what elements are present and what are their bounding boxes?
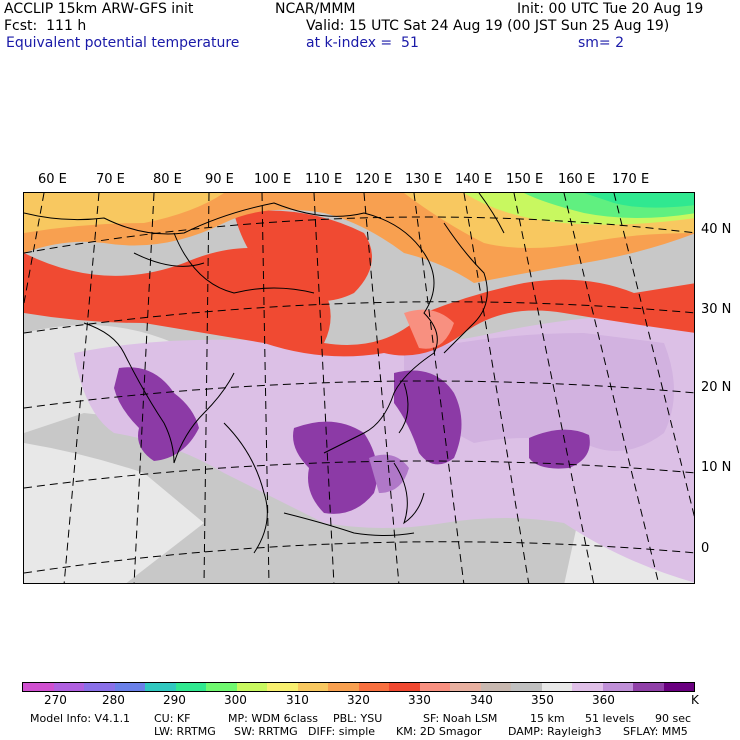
map-gridlines — [24, 193, 694, 583]
colorbar-swatch — [541, 683, 572, 691]
colorbar-swatch — [53, 683, 84, 691]
lon-label: 60 E — [38, 172, 67, 187]
footer-pbl: PBL: YSU — [333, 712, 383, 725]
footer-damp: DAMP: Rayleigh3 — [508, 725, 602, 738]
colorbar-tick-label: 310 — [286, 693, 309, 707]
lon-label: 110 E — [305, 172, 343, 187]
colorbar-swatch — [419, 683, 450, 691]
colorbar-tick-label: 330 — [408, 693, 431, 707]
lat-label: 30 N — [701, 302, 732, 317]
colorbar-unit: K — [691, 693, 699, 707]
colorbar-swatch — [297, 683, 328, 691]
colorbar-swatch — [450, 683, 481, 691]
colorbar-swatch — [267, 683, 298, 691]
field-region — [584, 193, 694, 208]
colorbar-swatch — [175, 683, 206, 691]
footer-km: KM: 2D Smagor — [396, 725, 482, 738]
footer-cu: CU: KF — [154, 712, 191, 725]
colorbar-swatch — [511, 683, 542, 691]
colorbar-tick-label: 360 — [592, 693, 615, 707]
field-region — [529, 429, 590, 469]
colorbar-swatch — [663, 683, 694, 691]
field-region — [24, 193, 224, 233]
init-time: Init: 00 UTC Tue 20 Aug 19 — [517, 1, 704, 17]
colorbar-tick-label: 340 — [470, 693, 493, 707]
colorbar-swatch — [633, 683, 664, 691]
colorbar-swatch — [389, 683, 420, 691]
field-region — [24, 248, 694, 357]
field-region — [404, 333, 674, 451]
footer-lw: LW: RRTMG — [154, 725, 216, 738]
field-region — [404, 309, 454, 349]
colorbar-swatch — [602, 683, 633, 691]
colorbar-tick-label: 290 — [163, 693, 186, 707]
field-name: Equivalent potential temperature — [6, 35, 240, 51]
lat-label: 0 — [701, 541, 710, 556]
colorbar-swatch — [114, 683, 145, 691]
lon-label: 160 E — [558, 172, 596, 187]
footer-model-info: Model Info: V4.1.1 — [30, 712, 131, 725]
center-label: NCAR/MMM — [275, 1, 356, 17]
colorbar-swatch — [236, 683, 267, 691]
colorbar — [22, 682, 695, 692]
colorbar-swatch — [206, 683, 237, 691]
colorbar-tick-label: 270 — [44, 693, 67, 707]
colorbar-tick-label: 320 — [347, 693, 370, 707]
lon-label: 130 E — [405, 172, 443, 187]
lon-label: 150 E — [506, 172, 544, 187]
lon-label: 170 E — [612, 172, 650, 187]
field-region — [234, 210, 372, 301]
field-region — [24, 443, 204, 583]
colorbar-swatch — [145, 683, 176, 691]
coastlines — [24, 193, 505, 554]
footer-diff: DIFF: simple — [308, 725, 376, 738]
colorbar-swatch — [328, 683, 359, 691]
footer-levels: 51 levels — [585, 712, 635, 725]
map-canvas — [24, 193, 694, 583]
lat-label: 40 N — [701, 222, 732, 237]
colorbar-tick-label: 280 — [102, 693, 125, 707]
field-region — [394, 370, 462, 465]
field-region — [369, 454, 409, 493]
footer-sflay: SFLAY: MM5 — [623, 725, 688, 738]
lat-label: 10 N — [701, 460, 732, 475]
colorbar-swatch — [572, 683, 603, 691]
valid-time: Valid: 15 UTC Sat 24 Aug 19 (00 JST Sun … — [306, 18, 670, 34]
field-region — [114, 367, 199, 461]
colorbar-swatch — [480, 683, 511, 691]
colorbar-tick-label: 300 — [224, 693, 247, 707]
footer-mp: MP: WDM 6class — [228, 712, 318, 725]
lon-label: 140 E — [455, 172, 493, 187]
footer-sf: SF: Noah LSM — [423, 712, 498, 725]
footer-timestep: 90 sec — [655, 712, 692, 725]
level-label: at k-index = 51 — [306, 35, 419, 51]
footer-resolution: 15 km — [530, 712, 565, 725]
lon-label: 70 E — [96, 172, 125, 187]
field-region — [293, 421, 378, 514]
lon-label: 80 E — [153, 172, 182, 187]
lon-label: 100 E — [254, 172, 292, 187]
lat-label: 20 N — [701, 380, 732, 395]
forecast-hour: Fcst: 111 h — [4, 18, 87, 34]
map-panel — [23, 192, 695, 584]
colorbar-swatch — [358, 683, 389, 691]
colorbar-swatch — [23, 683, 54, 691]
footer-sw: SW: RRTMG — [234, 725, 298, 738]
plot-title: ACCLIP 15km ARW-GFS init — [4, 1, 194, 17]
colorbar-tick-label: 350 — [531, 693, 554, 707]
smoothing-label: sm= 2 — [578, 35, 625, 51]
colorbar-swatch — [84, 683, 115, 691]
lon-label: 120 E — [355, 172, 393, 187]
lon-label: 90 E — [205, 172, 234, 187]
